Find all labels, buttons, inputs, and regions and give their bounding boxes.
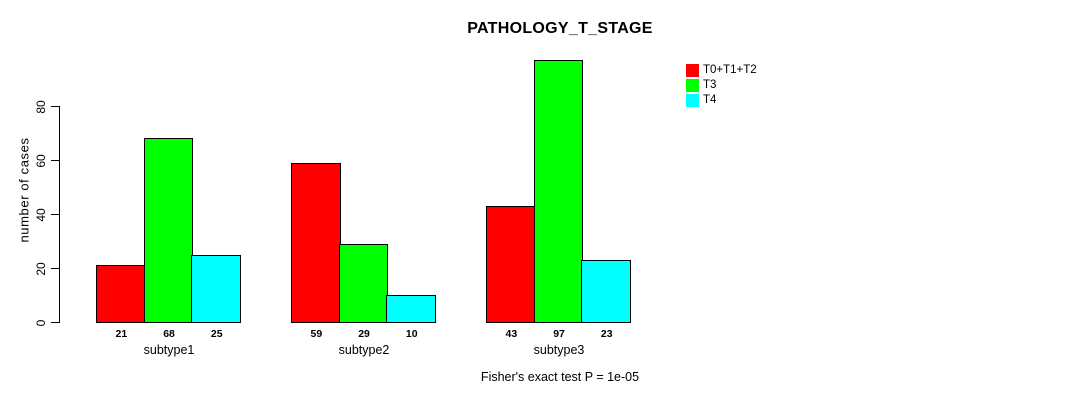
bar [533, 60, 584, 323]
bar-value-label: 21 [115, 328, 128, 340]
y-axis-tick [51, 106, 59, 107]
bar-value-label: 43 [505, 328, 518, 340]
bar-value-label: 97 [553, 328, 565, 340]
bar [143, 138, 194, 323]
y-axis-tick-label: 0 [34, 319, 48, 326]
y-axis-tick-label: 80 [34, 99, 48, 114]
y-axis-line [59, 106, 60, 323]
legend-color-swatch [686, 64, 699, 77]
bar-value-label: 68 [163, 328, 175, 340]
category-label: subtype3 [533, 343, 585, 357]
bar [291, 162, 341, 323]
footer-stat-text: Fisher's exact test P = 1e-05 [480, 370, 640, 384]
y-axis-tick-label: 20 [34, 261, 48, 276]
legend-row: T0+T1+T2 [686, 64, 757, 77]
y-axis-tick-label: 60 [34, 153, 48, 168]
bar [338, 243, 389, 323]
y-axis-tick [51, 268, 59, 269]
bar-value-label: 59 [310, 328, 323, 340]
legend-color-swatch [686, 79, 699, 93]
legend-row: T4 [686, 94, 757, 108]
bar [581, 259, 632, 323]
legend: T0+T1+T2 T3 T4 [686, 64, 757, 110]
y-axis-label: number of cases [16, 137, 32, 243]
bar [191, 254, 242, 323]
bar-value-label: 10 [405, 328, 418, 340]
bar-value-label: 29 [358, 328, 370, 340]
y-axis-tick [51, 322, 59, 323]
y-axis-tick-label: 40 [34, 207, 48, 222]
bar [486, 205, 536, 323]
y-axis-tick [51, 214, 59, 215]
legend-row: T3 [686, 79, 757, 93]
legend-label: T4 [703, 94, 717, 107]
bar-value-label: 25 [210, 328, 223, 340]
y-axis-tick [51, 160, 59, 161]
bar [96, 265, 146, 323]
category-label: subtype1 [143, 343, 195, 357]
bar-value-label: 23 [600, 328, 613, 340]
legend-color-swatch [686, 94, 699, 108]
bar [386, 295, 437, 323]
chart-title: PATHOLOGY_T_STAGE [467, 20, 653, 37]
legend-label: T3 [703, 79, 717, 92]
legend-label: T0+T1+T2 [703, 64, 757, 76]
category-label: subtype2 [338, 343, 390, 357]
